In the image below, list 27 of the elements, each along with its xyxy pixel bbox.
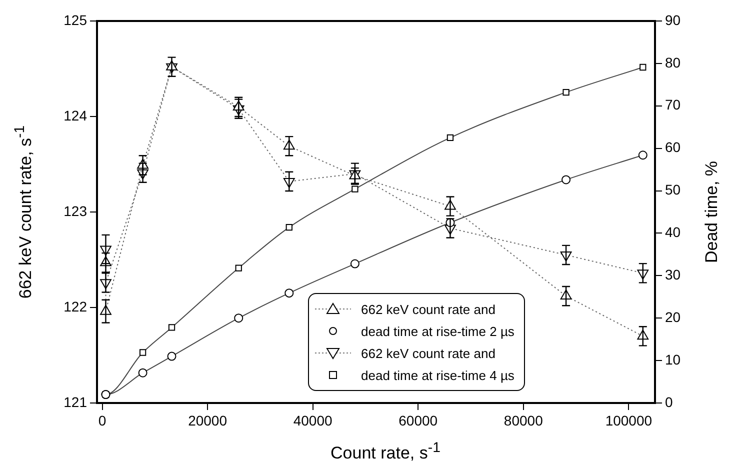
legend-label: 662 keV count rate and — [361, 346, 496, 360]
legend-label: dead time at rise-time 2 µs — [361, 324, 514, 338]
y-tick-label: 122 — [64, 298, 88, 314]
y2-tick-label: 0 — [665, 394, 673, 410]
y2-tick-label: 50 — [665, 182, 681, 198]
y2-tick-label: 20 — [665, 308, 681, 325]
x-axis-title: Count rate, s$^{-1}$ — [330, 440, 442, 464]
x-tick-label: 20000 — [188, 412, 228, 428]
legend-label: dead time at rise-time 4 µs — [361, 368, 514, 382]
y2-axis-title: Dead time, % — [702, 160, 722, 264]
x-tick-label: 80000 — [504, 412, 544, 428]
y2-tick-label: 90 — [665, 12, 681, 28]
y2-tick-label: 10 — [665, 351, 681, 368]
y-tick-label: 125 — [64, 12, 88, 28]
y-tick-label: 123 — [64, 202, 88, 219]
x-tick-label: 100000 — [605, 412, 652, 428]
x-tick-label: 60000 — [398, 412, 438, 428]
y-tick-label: 121 — [64, 394, 88, 410]
y2-tick-label: 70 — [665, 96, 681, 113]
y2-tick-label: 30 — [665, 266, 681, 283]
y2-tick-label: 80 — [665, 54, 681, 70]
x-tick-label: 40000 — [293, 412, 333, 428]
x-tick-label: 0 — [98, 412, 106, 428]
legend-label: 662 keV count rate and — [361, 302, 496, 316]
y2-tick-label: 40 — [665, 224, 681, 240]
y-tick-label: 124 — [64, 107, 88, 124]
y2-tick-label: 60 — [665, 139, 681, 156]
